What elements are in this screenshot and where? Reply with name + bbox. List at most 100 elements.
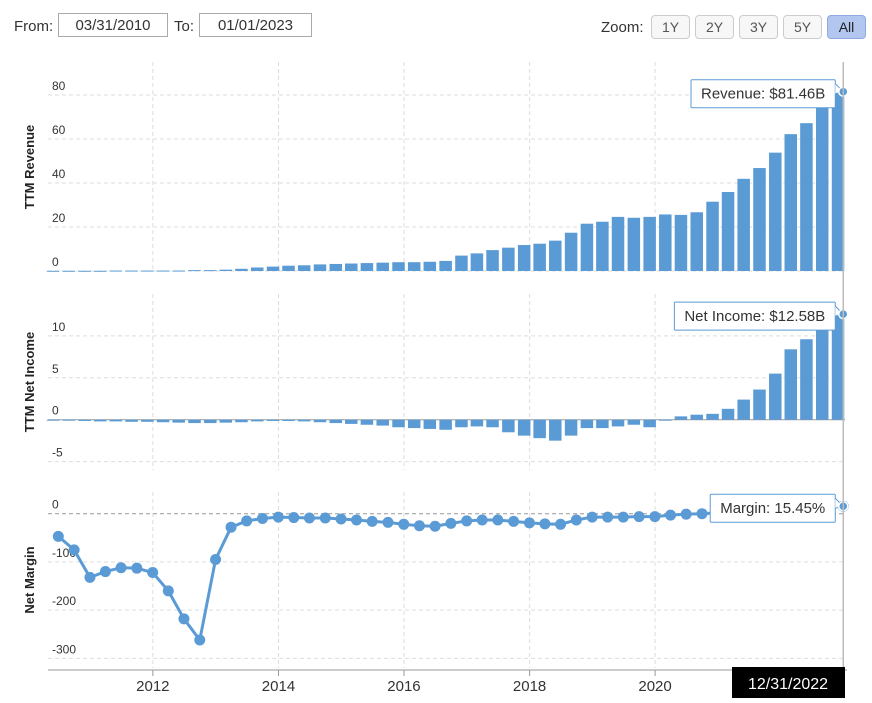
bar	[376, 419, 389, 426]
data-point	[633, 511, 645, 523]
bar	[643, 216, 656, 271]
data-point	[241, 515, 253, 527]
from-date-input[interactable]: 03/31/2010	[58, 13, 168, 37]
data-point	[225, 521, 237, 533]
bar	[769, 152, 782, 271]
bar	[517, 245, 531, 271]
bar	[297, 419, 311, 422]
bar	[690, 212, 703, 271]
bar	[109, 270, 123, 272]
bar	[282, 265, 295, 271]
bar	[423, 419, 437, 429]
y-tick-label: 20	[52, 211, 66, 225]
bar	[407, 419, 421, 429]
bar	[235, 268, 248, 271]
data-point	[178, 613, 190, 625]
bar	[815, 106, 829, 271]
y-tick-label: 80	[52, 79, 66, 93]
data-point	[319, 512, 331, 524]
zoom-5y-button[interactable]: 5Y	[783, 15, 822, 39]
bar	[93, 270, 107, 272]
zoom-all-button[interactable]: All	[827, 15, 866, 39]
data-point	[445, 517, 457, 529]
bar	[721, 192, 735, 271]
y-axis-title: TTM Net Income	[22, 332, 37, 432]
bar	[204, 270, 217, 272]
bar	[439, 260, 452, 271]
y-axis-title: TTM Revenue	[22, 125, 37, 210]
data-point	[382, 516, 394, 528]
bar	[46, 419, 60, 421]
y-tick-label: 0	[52, 404, 59, 418]
y-tick-label: 60	[52, 123, 66, 137]
zoom-1y-button[interactable]: 1Y	[651, 15, 690, 39]
zoom-3y-button[interactable]: 3Y	[739, 15, 778, 39]
bar	[486, 419, 499, 428]
bar	[219, 419, 233, 423]
y-axis-title: Net Margin	[22, 546, 37, 613]
y-tick-label: -5	[52, 446, 63, 460]
bar	[580, 223, 594, 271]
tooltip-text: Net Income: $12.58B	[684, 308, 825, 325]
bar	[549, 419, 562, 441]
data-point	[99, 566, 111, 578]
bar	[627, 217, 641, 271]
data-point	[617, 511, 629, 523]
y-tick-label: -200	[52, 594, 76, 608]
data-point	[335, 513, 347, 525]
bar	[627, 419, 641, 425]
y-tick-label: 40	[52, 167, 66, 181]
bar	[392, 262, 405, 271]
date-range-bar: From: 03/31/2010 To: 01/01/2023 Zoom: 1Y…	[0, 0, 872, 50]
bar	[486, 250, 499, 271]
bar	[721, 408, 735, 420]
bar	[643, 419, 656, 428]
bar	[251, 267, 264, 271]
from-label: From:	[14, 18, 54, 35]
data-point	[257, 513, 269, 525]
data-point	[555, 518, 567, 530]
bar	[141, 419, 154, 422]
to-label: To:	[174, 18, 195, 35]
bar	[78, 419, 91, 421]
bar	[439, 419, 452, 430]
bar	[706, 413, 719, 420]
data-point	[272, 511, 284, 523]
bar	[188, 270, 201, 272]
bar	[141, 270, 154, 272]
bar	[360, 419, 374, 425]
bar	[753, 168, 766, 271]
data-point	[586, 511, 598, 523]
to-date-input[interactable]: 01/01/2023	[199, 13, 312, 37]
crosshair-label-box	[732, 667, 845, 698]
bar	[329, 419, 343, 424]
data-point	[147, 567, 159, 579]
bar	[674, 416, 688, 420]
bar	[470, 419, 484, 427]
bar	[345, 419, 358, 424]
bar	[204, 419, 217, 424]
bar	[596, 221, 609, 271]
y-tick-label: -300	[52, 642, 76, 656]
bar	[376, 262, 389, 271]
bar	[533, 419, 546, 439]
x-tick-label: 2016	[387, 678, 420, 695]
bar	[392, 419, 405, 428]
bar	[266, 419, 280, 421]
bar	[297, 265, 311, 271]
data-point	[115, 562, 127, 574]
data-point	[429, 520, 441, 532]
bar	[502, 247, 515, 271]
bar	[266, 266, 280, 271]
data-point	[131, 562, 143, 574]
bar	[282, 419, 295, 421]
bar	[549, 240, 562, 271]
bar	[580, 419, 594, 429]
x-tick-label: 2014	[262, 678, 295, 695]
bar	[62, 270, 76, 272]
data-point	[398, 518, 410, 530]
bar	[674, 214, 688, 271]
zoom-2y-button[interactable]: 2Y	[695, 15, 734, 39]
bar	[455, 255, 468, 271]
bar	[78, 270, 91, 272]
